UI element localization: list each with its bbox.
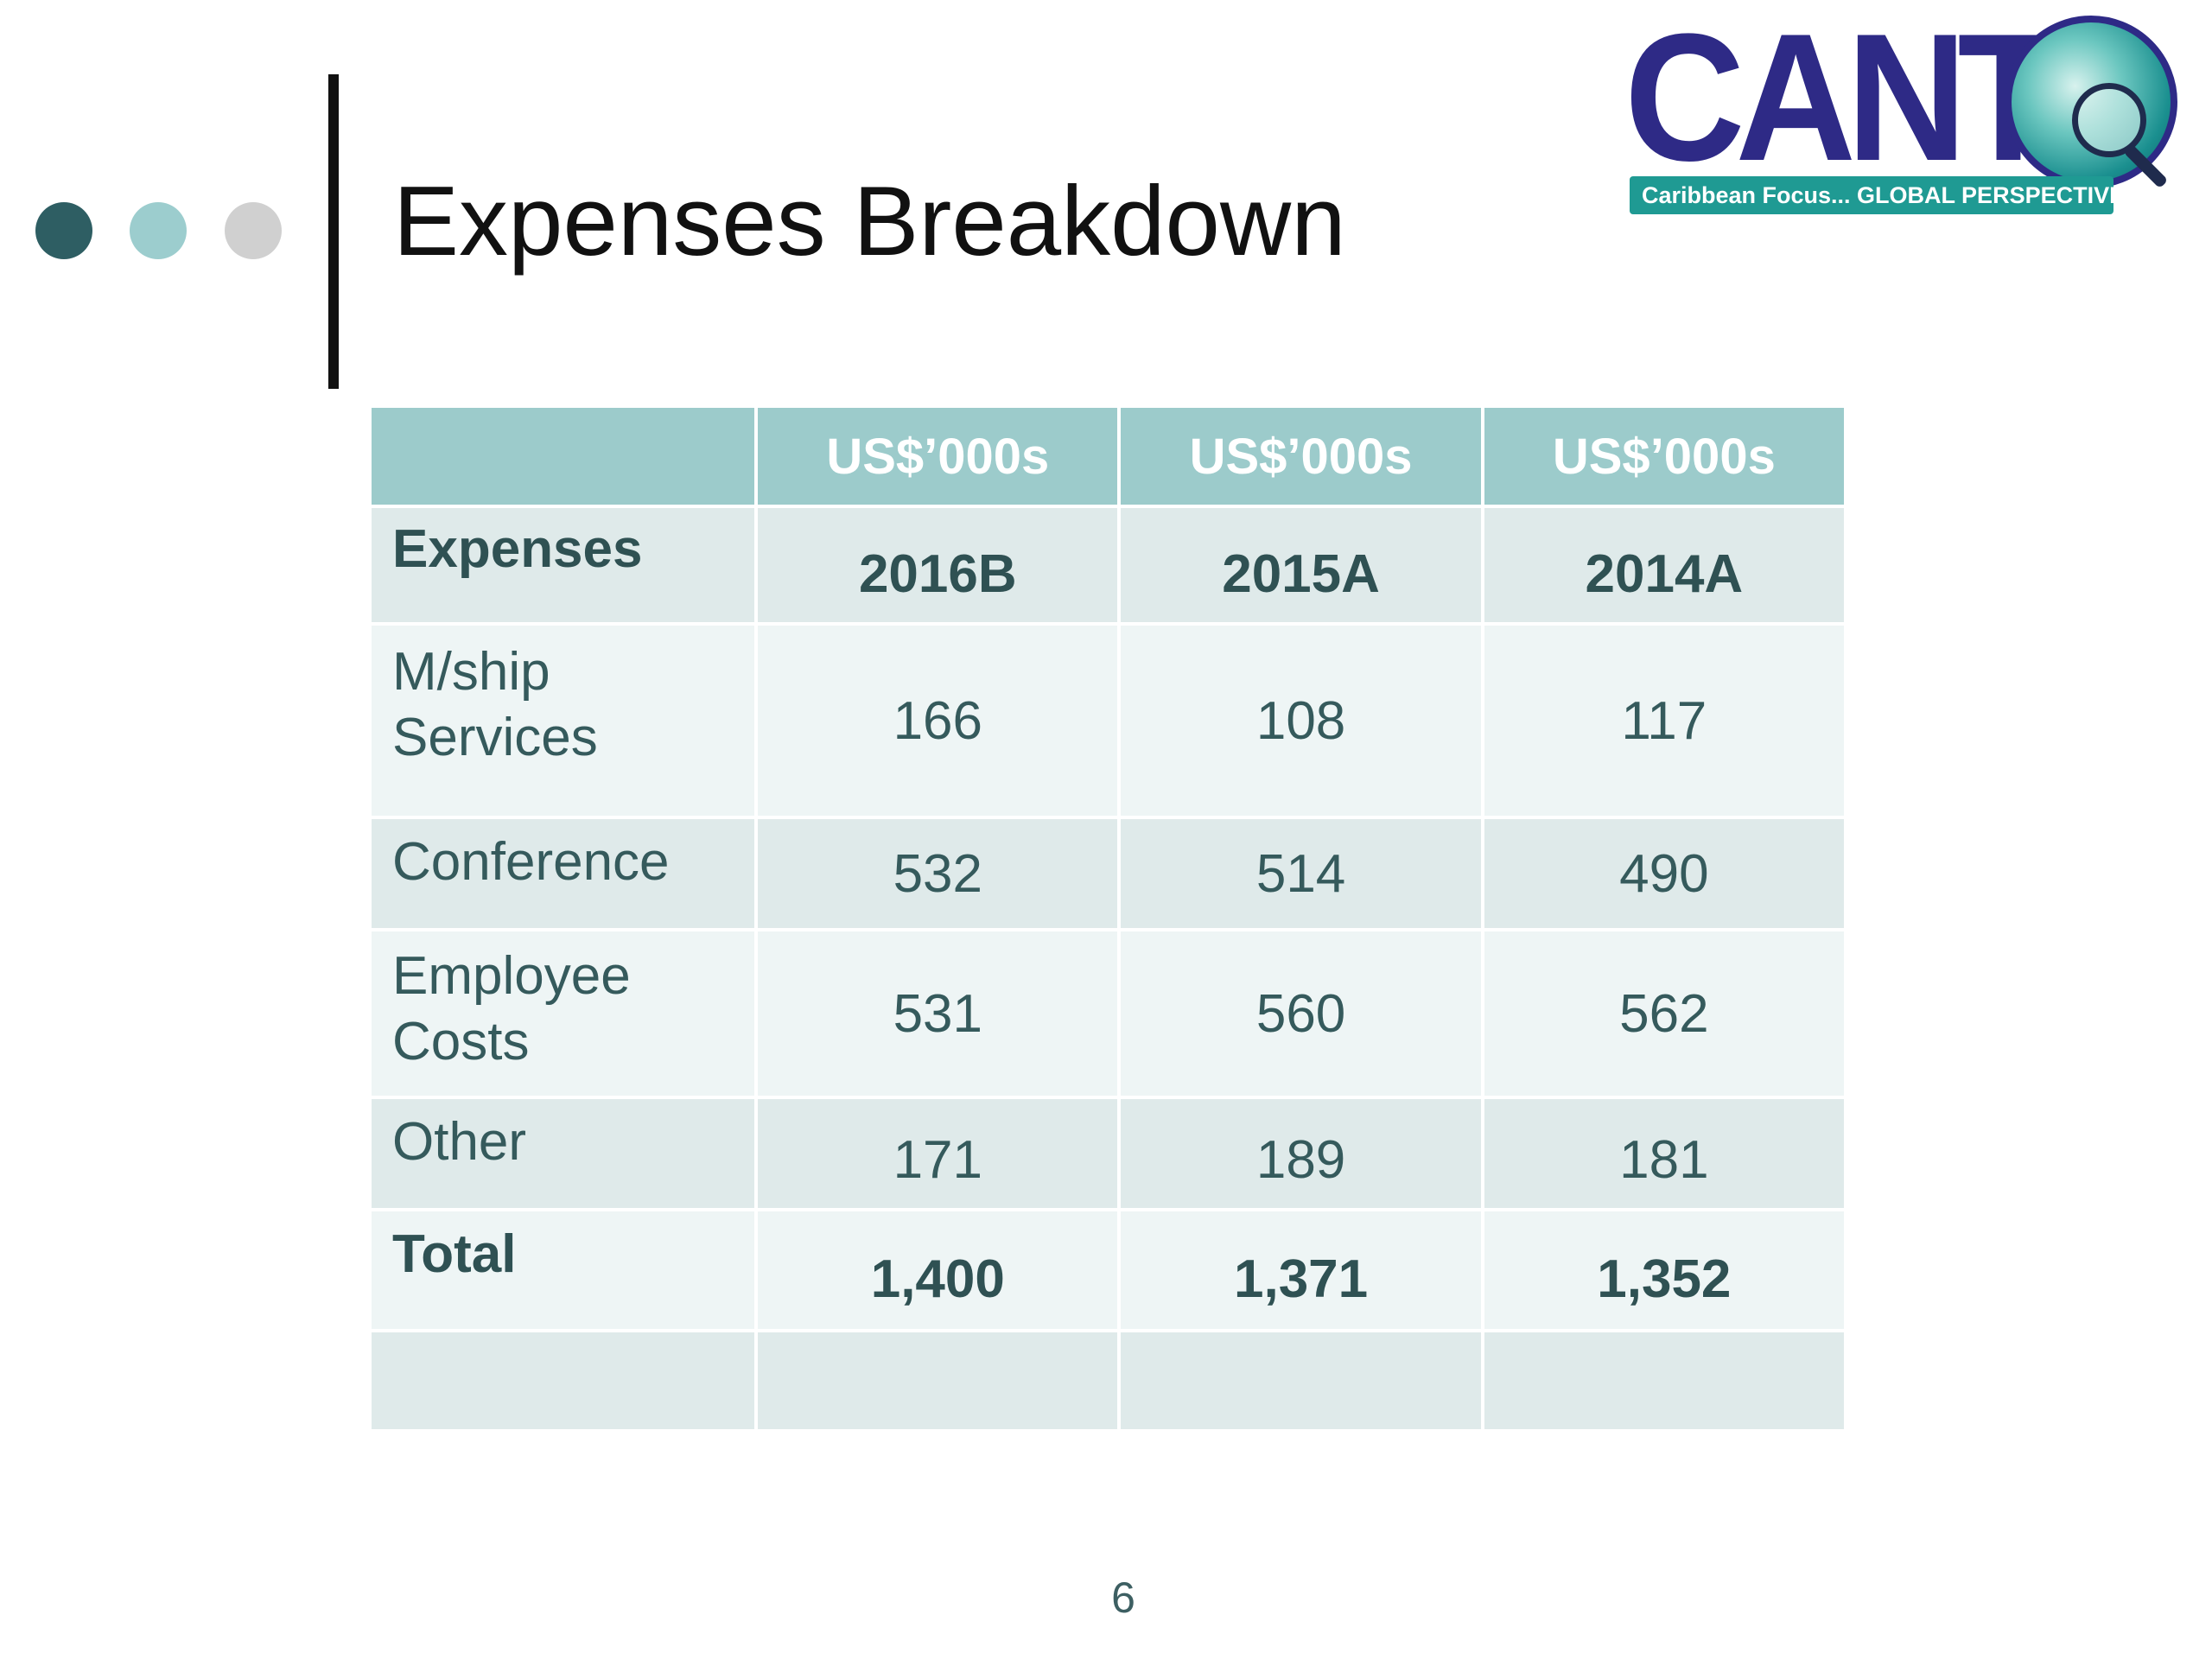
table-total-row: Total 1,400 1,371 1,352 <box>372 1211 1844 1329</box>
globe-icon <box>2005 16 2177 189</box>
bullet-dot-light <box>130 202 187 259</box>
table-cell: 108 <box>1121 626 1481 816</box>
empty-cell <box>758 1332 1118 1429</box>
column-header-expenses: Expenses <box>372 508 755 622</box>
row-label: Other <box>372 1099 755 1208</box>
table-row: M/ship Services 166 108 117 <box>372 626 1844 816</box>
header-cell-unit: US$’000s <box>1121 408 1481 505</box>
title-divider <box>328 74 339 389</box>
header-cell-unit: US$’000s <box>758 408 1118 505</box>
header-cell-unit: US$’000s <box>1484 408 1844 505</box>
row-label-line: Costs <box>392 1012 530 1071</box>
total-cell: 1,371 <box>1121 1211 1481 1329</box>
table-cell: 166 <box>758 626 1118 816</box>
page-number: 6 <box>1111 1573 1135 1622</box>
table-row: Conference 532 514 490 <box>372 819 1844 928</box>
column-header-year: 2016B <box>758 508 1118 622</box>
bullet-dot-grey <box>225 202 282 259</box>
row-label: Employee Costs <box>372 931 755 1096</box>
column-header-year: 2015A <box>1121 508 1481 622</box>
table-cell: 562 <box>1484 931 1844 1096</box>
bullet-dot-dark <box>35 202 92 259</box>
slide-title: Expenses Breakdown <box>393 167 1346 276</box>
table-row: Employee Costs 531 560 562 <box>372 931 1844 1096</box>
empty-cell <box>372 1332 755 1429</box>
empty-cell <box>1484 1332 1844 1429</box>
table-cell: 560 <box>1121 931 1481 1096</box>
row-label-line: Services <box>392 708 598 767</box>
canto-logo: CANT Caribbean Focus... GLOBAL PERSPECTI… <box>1624 7 2195 214</box>
table-cell: 532 <box>758 819 1118 928</box>
table-cell: 514 <box>1121 819 1481 928</box>
table-cell: 171 <box>758 1099 1118 1208</box>
magnifier-handle <box>2123 143 2169 189</box>
total-label: Total <box>372 1211 755 1329</box>
logo-tagline: Caribbean Focus... GLOBAL PERSPECTIVE <box>1630 176 2125 214</box>
row-label: Conference <box>372 819 755 928</box>
table-unit-header-row: US$’000s US$’000s US$’000s <box>372 408 1844 505</box>
empty-cell <box>1121 1332 1481 1429</box>
table-cell: 189 <box>1121 1099 1481 1208</box>
total-cell: 1,352 <box>1484 1211 1844 1329</box>
row-label-line: Employee <box>392 946 631 1006</box>
table-row: Other 171 189 181 <box>372 1099 1844 1208</box>
column-header-year: 2014A <box>1484 508 1844 622</box>
table-cell: 181 <box>1484 1099 1844 1208</box>
magnifier-lens <box>2072 83 2146 157</box>
header-cell-blank <box>372 408 755 505</box>
expenses-table: US$’000s US$’000s US$’000s Expenses 2016… <box>368 404 1847 1433</box>
row-label: M/ship Services <box>372 626 755 816</box>
table-empty-row <box>372 1332 1844 1429</box>
table-cell: 531 <box>758 931 1118 1096</box>
table-cell: 117 <box>1484 626 1844 816</box>
total-cell: 1,400 <box>758 1211 1118 1329</box>
table-cell: 490 <box>1484 819 1844 928</box>
logo-wordmark: CANT <box>1624 0 2059 199</box>
table-column-header-row: Expenses 2016B 2015A 2014A <box>372 508 1844 622</box>
row-label-line: M/ship <box>392 642 550 702</box>
